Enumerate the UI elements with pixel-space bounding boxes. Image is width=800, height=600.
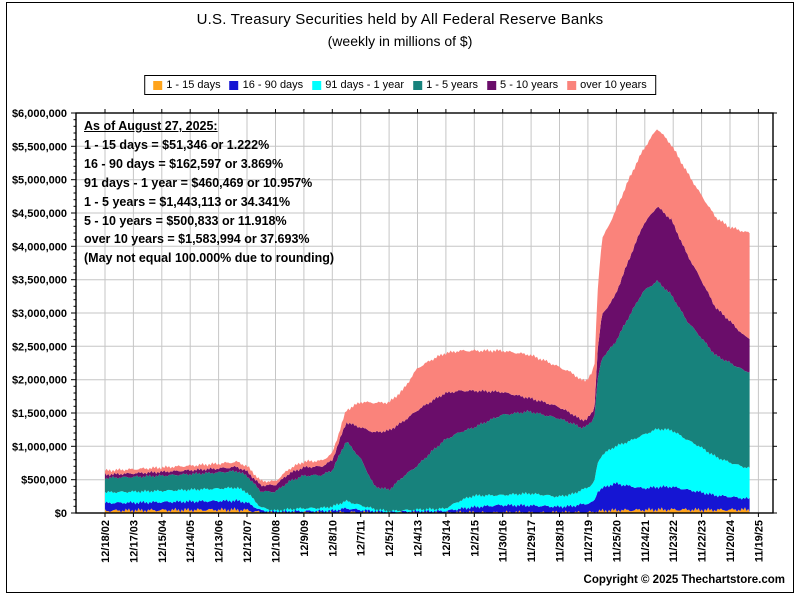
annotation: As of August 27, 2025: 1 - 15 days = $51… (84, 117, 334, 268)
y-tick-label: $2,000,000 (12, 375, 67, 387)
x-tick-label: 12/14/05 (185, 520, 197, 563)
x-tick-label: 12/2/15 (469, 520, 481, 557)
legend-swatch-icon (413, 80, 423, 90)
x-tick-label: 12/10/08 (271, 520, 283, 563)
y-tick-label: $500,000 (21, 475, 67, 487)
annotation-rounding-note: (May not equal 100.000% due to rounding) (84, 251, 335, 266)
annotation-as-of: As of August 27, 2025: (84, 119, 218, 133)
y-tick-label: $5,000,000 (12, 175, 67, 187)
x-tick-label: 11/25/20 (611, 520, 623, 562)
area-band-over-10-years (105, 129, 750, 487)
annotation-line-16-90-days: 16 - 90 days = $162,597 or 3.869% (84, 156, 284, 171)
x-tick-label: 11/29/17 (526, 520, 538, 562)
y-tick-label: $4,500,000 (12, 208, 67, 220)
x-tick-label: 12/17/03 (128, 520, 140, 563)
legend-swatch-icon (567, 80, 577, 90)
x-tick-label: 12/15/04 (157, 519, 169, 563)
annotation-line-5-10-years: 5 - 10 years = $500,833 or 11.918% (84, 213, 287, 228)
y-tick-label: $4,000,000 (12, 241, 67, 253)
legend-label: 91 days - 1 year (325, 79, 405, 91)
area-band-5-10-years (105, 206, 750, 493)
legend: 1 - 15 days 16 - 90 days 91 days - 1 year 1… (144, 75, 656, 95)
y-tick-label: $0 (55, 508, 67, 520)
y-tick-label: $1,500,000 (12, 408, 67, 420)
legend-label: 1 - 15 days (166, 79, 221, 91)
y-tick-label: $3,500,000 (12, 275, 67, 287)
y-tick-label: $3,000,000 (12, 308, 67, 320)
y-tick-label: $5,500,000 (12, 141, 67, 153)
legend-item: 5 - 10 years (487, 79, 558, 91)
x-tick-label: 12/4/13 (413, 520, 425, 557)
page-frame (6, 2, 794, 593)
area-band-91-days-1-year (105, 428, 750, 513)
x-tick-label: 12/3/14 (441, 519, 453, 557)
x-tick-label: 11/30/16 (498, 520, 510, 562)
area-band-1-5-years (105, 279, 750, 513)
x-tick-label: 11/19/25 (753, 520, 765, 562)
x-tick-label: 12/5/12 (384, 520, 396, 557)
x-tick-label: 11/27/19 (583, 520, 595, 562)
annotation-line-1-5-years: 1 - 5 years = $1,443,113 or 34.341% (84, 194, 291, 209)
x-tick-label: 12/18/02 (100, 520, 112, 563)
legend-item: 1 - 5 years (413, 79, 478, 91)
x-tick-label: 12/8/10 (327, 520, 339, 557)
annotation-line-91d-1y: 91 days - 1 year = $460,469 or 10.957% (84, 175, 313, 190)
y-tick-label: $2,500,000 (12, 341, 67, 353)
x-tick-label: 11/22/23 (697, 520, 709, 562)
legend-label: 5 - 10 years (500, 79, 559, 91)
legend-swatch-icon (312, 80, 322, 90)
annotation-line-1-15-days: 1 - 15 days = $51,346 or 1.222% (84, 137, 270, 152)
legend-swatch-icon (487, 80, 497, 90)
x-tick-label: 11/23/22 (668, 520, 680, 562)
area-band-16-90-days (105, 481, 750, 513)
x-tick-label: 11/28/18 (555, 520, 567, 562)
chart-subtitle: (weekly in millions of $) (327, 33, 473, 49)
annotation-line-over-10-years: over 10 years = $1,583,994 or 37.693% (84, 232, 310, 247)
y-tick-label: $1,000,000 (12, 441, 67, 453)
legend-item: 16 - 90 days (229, 79, 304, 91)
legend-item: 91 days - 1 year (312, 79, 404, 91)
x-tick-label: 11/24/21 (640, 520, 652, 562)
copyright: Copyright © 2025 Thechartstore.com (583, 574, 785, 586)
x-tick-label: 12/13/06 (214, 520, 226, 563)
x-tick-label: 12/12/07 (242, 520, 254, 563)
legend-label: over 10 years (580, 79, 647, 91)
x-tick-label: 11/20/24 (725, 519, 737, 562)
legend-label: 1 - 5 years (426, 79, 479, 91)
legend-item: 1 - 15 days (153, 79, 221, 91)
x-tick-label: 12/9/09 (299, 520, 311, 557)
x-tick-label: 12/7/11 (356, 520, 368, 556)
legend-swatch-icon (229, 80, 239, 90)
legend-swatch-icon (153, 80, 163, 90)
chart-title: U.S. Treasury Securities held by All Fed… (196, 11, 604, 28)
legend-item: over 10 years (567, 79, 647, 91)
y-tick-label: $6,000,000 (12, 108, 67, 120)
legend-label: 16 - 90 days (242, 79, 304, 91)
